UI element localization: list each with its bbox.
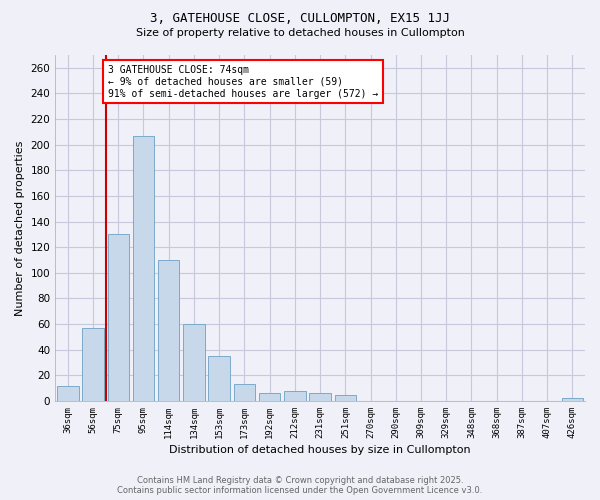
Text: Contains HM Land Registry data © Crown copyright and database right 2025.
Contai: Contains HM Land Registry data © Crown c… (118, 476, 482, 495)
Text: 3 GATEHOUSE CLOSE: 74sqm
← 9% of detached houses are smaller (59)
91% of semi-de: 3 GATEHOUSE CLOSE: 74sqm ← 9% of detache… (108, 66, 379, 98)
Bar (82, 328, 104, 401)
Bar (233, 384, 255, 401)
Bar (133, 136, 154, 401)
Bar (284, 390, 305, 401)
Bar (335, 394, 356, 401)
Bar (562, 398, 583, 401)
Text: 3, GATEHOUSE CLOSE, CULLOMPTON, EX15 1JJ: 3, GATEHOUSE CLOSE, CULLOMPTON, EX15 1JJ (150, 12, 450, 26)
Bar (57, 386, 79, 401)
Bar (158, 260, 179, 401)
X-axis label: Distribution of detached houses by size in Cullompton: Distribution of detached houses by size … (169, 445, 471, 455)
Text: Size of property relative to detached houses in Cullompton: Size of property relative to detached ho… (136, 28, 464, 38)
Bar (310, 394, 331, 401)
Y-axis label: Number of detached properties: Number of detached properties (15, 140, 25, 316)
Bar (183, 324, 205, 401)
Bar (208, 356, 230, 401)
Bar (107, 234, 129, 401)
Bar (259, 394, 280, 401)
